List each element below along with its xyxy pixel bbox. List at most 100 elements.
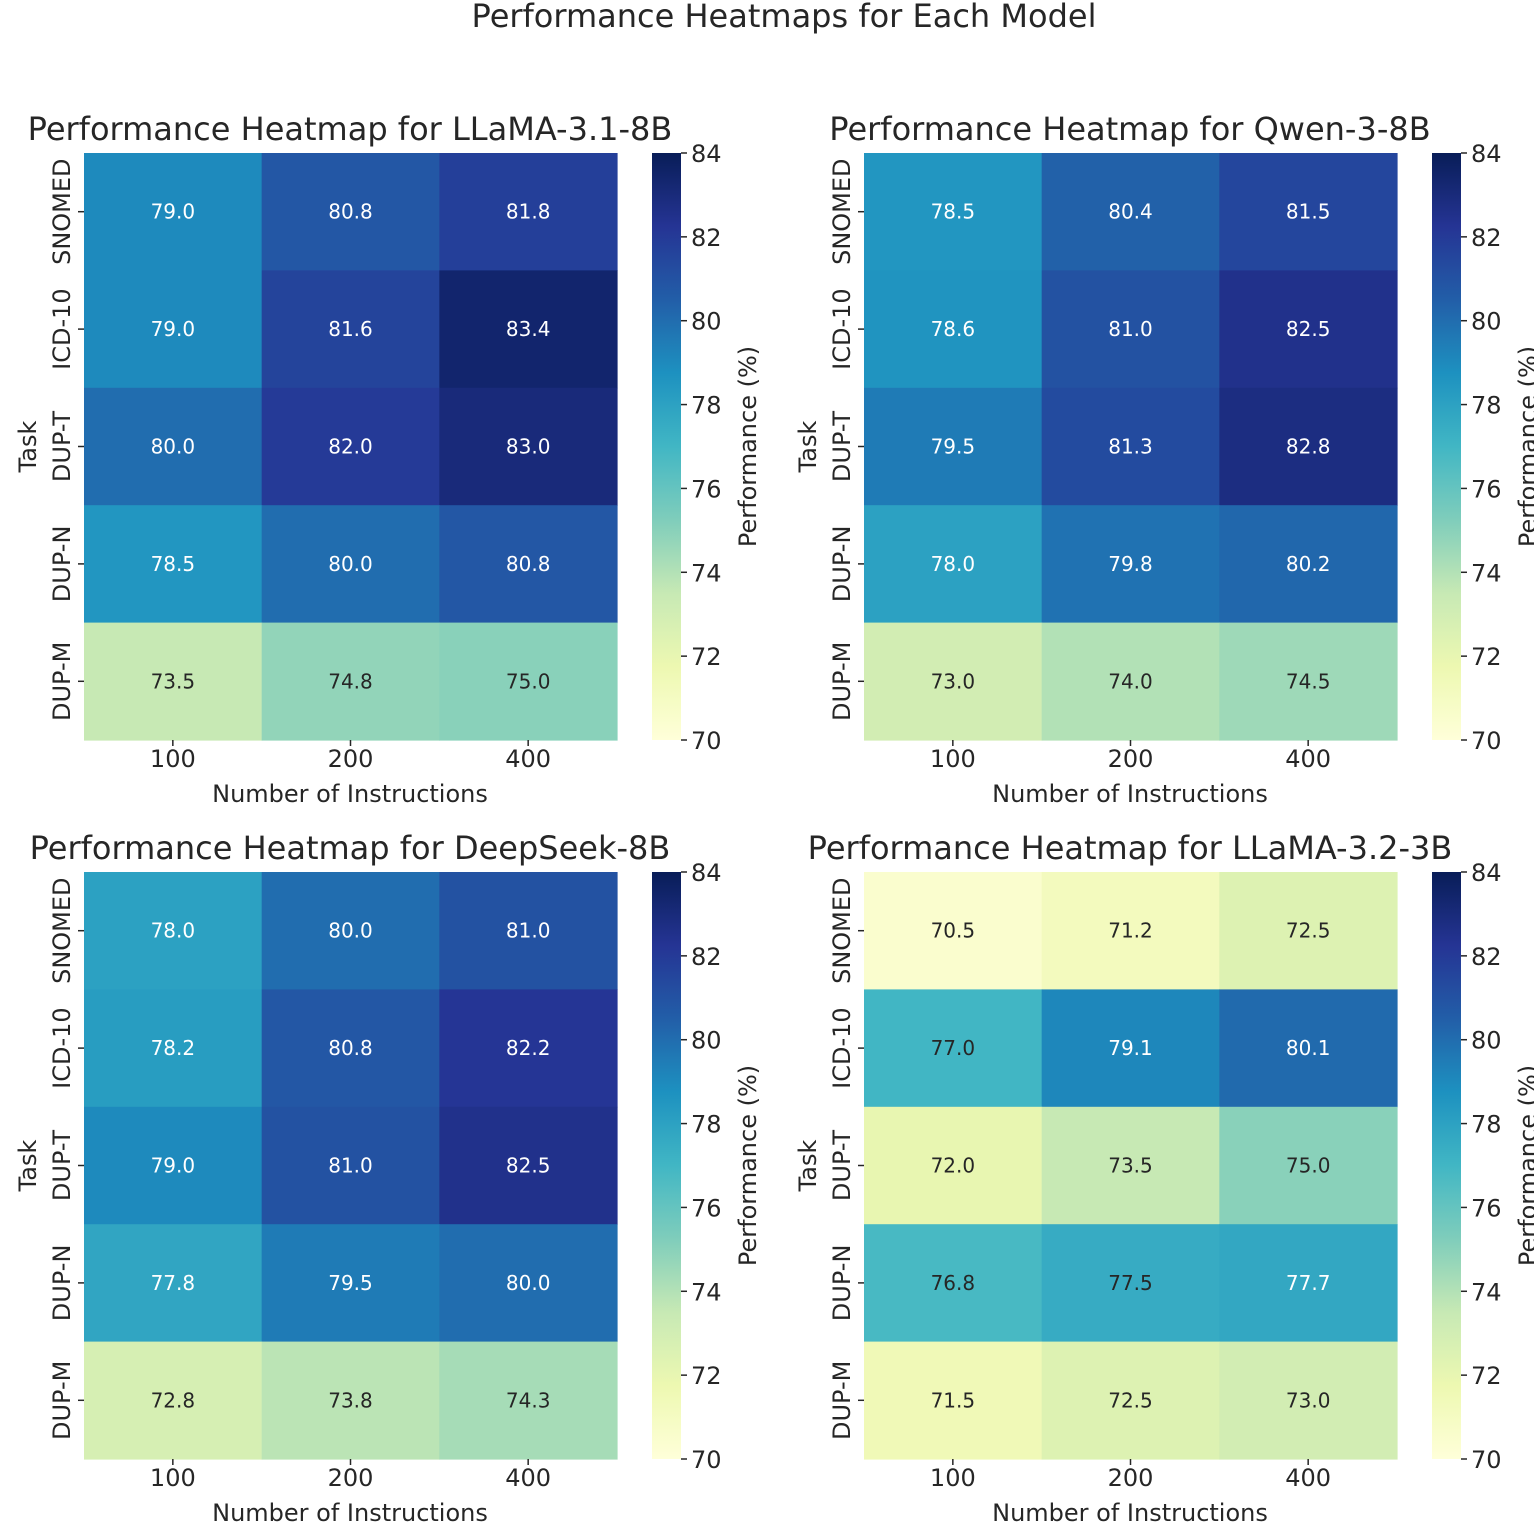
x-tick-label: 200 bbox=[328, 1464, 374, 1492]
cell-value-label: 80.0 bbox=[328, 919, 373, 943]
y-tick-label: ICD-10 bbox=[48, 1007, 76, 1089]
cell-value-label: 80.8 bbox=[328, 1036, 373, 1060]
cell-value-label: 71.2 bbox=[1108, 919, 1153, 943]
colorbar-tick-label: 82 bbox=[1471, 224, 1502, 252]
heatmap-cell bbox=[261, 989, 440, 1108]
heatmap-cell bbox=[1219, 270, 1398, 389]
heatmap-cell bbox=[1041, 872, 1220, 990]
cell-value-label: 78.5 bbox=[151, 552, 196, 576]
heatmap-cell bbox=[1041, 387, 1220, 506]
cell-value-label: 81.0 bbox=[506, 919, 551, 943]
heatmap-cell bbox=[261, 872, 440, 990]
heatmap-cell bbox=[439, 1224, 618, 1343]
colorbar-label: Performance (%) bbox=[734, 346, 762, 547]
y-tick-label: ICD-10 bbox=[828, 288, 856, 370]
heatmap-cell bbox=[261, 1224, 440, 1343]
heatmap-cell bbox=[1041, 622, 1220, 741]
heatmap-cell bbox=[864, 1224, 1043, 1343]
heatmap-cell bbox=[84, 270, 263, 389]
cell-value-label: 78.2 bbox=[151, 1036, 196, 1060]
cell-value-label: 73.5 bbox=[151, 669, 196, 693]
x-tick-label: 200 bbox=[328, 745, 374, 773]
cell-value-label: 80.2 bbox=[1286, 552, 1331, 576]
x-tick-label: 100 bbox=[150, 1464, 196, 1492]
heatmap-cell bbox=[864, 270, 1043, 389]
y-axis-label: Task bbox=[14, 421, 42, 474]
cell-value-label: 74.5 bbox=[1286, 669, 1331, 693]
heatmap-cell bbox=[261, 153, 440, 271]
y-tick-label: ICD-10 bbox=[48, 288, 76, 370]
heatmap-cell bbox=[84, 387, 263, 506]
cell-value-label: 79.8 bbox=[1108, 552, 1153, 576]
cell-value-label: 79.5 bbox=[931, 435, 976, 459]
heatmap-cell bbox=[1219, 622, 1398, 741]
colorbar-tick-label: 70 bbox=[691, 727, 722, 755]
colorbar-tick-label: 74 bbox=[691, 1278, 722, 1306]
y-tick-label: DUP-T bbox=[48, 1130, 76, 1201]
heatmap-cell bbox=[439, 989, 618, 1108]
y-tick-label: SNOMED bbox=[48, 158, 76, 264]
heatmap-cell bbox=[1219, 989, 1398, 1108]
cell-value-label: 80.8 bbox=[506, 552, 551, 576]
colorbar-tick-label: 72 bbox=[691, 1362, 722, 1390]
cell-value-label: 76.8 bbox=[931, 1271, 976, 1295]
cell-value-label: 74.3 bbox=[506, 1388, 551, 1412]
cell-value-label: 82.8 bbox=[1286, 435, 1331, 459]
cell-value-label: 81.0 bbox=[1108, 317, 1153, 341]
y-tick-label: DUP-M bbox=[828, 642, 856, 721]
heatmap-cell bbox=[439, 1106, 618, 1225]
heatmap-cell bbox=[1041, 1106, 1220, 1225]
y-tick-label: DUP-M bbox=[48, 642, 76, 721]
cell-value-label: 78.0 bbox=[151, 919, 196, 943]
cell-value-label: 73.8 bbox=[328, 1388, 373, 1412]
y-tick-label: SNOMED bbox=[828, 158, 856, 264]
y-tick-label: DUP-N bbox=[828, 1245, 856, 1322]
heatmap-cell bbox=[864, 505, 1043, 624]
heatmap-cell bbox=[1219, 505, 1398, 624]
heatmap-cell bbox=[1041, 1224, 1220, 1343]
y-tick-label: SNOMED bbox=[48, 877, 76, 983]
heatmap-cell bbox=[1219, 1224, 1398, 1343]
colorbar-label: Performance (%) bbox=[1514, 346, 1534, 547]
heatmap-cell bbox=[1041, 505, 1220, 624]
x-axis-label: Number of Instructions bbox=[992, 1499, 1268, 1522]
colorbar-tick-label: 72 bbox=[691, 643, 722, 671]
cell-value-label: 81.5 bbox=[1286, 200, 1331, 224]
cell-value-label: 80.8 bbox=[328, 200, 373, 224]
heatmap-panel-4: Performance Heatmap for LLaMA-3.2-3B 70.5… bbox=[794, 829, 1534, 1522]
colorbar-tick-label: 84 bbox=[1471, 859, 1502, 887]
heatmap-cell bbox=[261, 270, 440, 389]
heatmap-cell bbox=[84, 1341, 263, 1460]
cell-value-label: 77.0 bbox=[931, 1036, 976, 1060]
y-tick-label: DUP-N bbox=[828, 526, 856, 603]
colorbar-tick-label: 78 bbox=[1471, 1111, 1502, 1139]
colorbar-tick-label: 74 bbox=[1471, 559, 1502, 587]
heatmap-cell bbox=[1041, 989, 1220, 1108]
heatmap-cell bbox=[84, 989, 263, 1108]
cell-value-label: 82.5 bbox=[506, 1154, 551, 1178]
heatmap-cell bbox=[261, 1106, 440, 1225]
heatmap-cell bbox=[261, 505, 440, 624]
colorbar-tick-label: 84 bbox=[1471, 140, 1502, 168]
colorbar-tick-label: 78 bbox=[1471, 392, 1502, 420]
heatmap-cell bbox=[261, 622, 440, 741]
panel-title: Performance Heatmap for LLaMA-3.2-3B bbox=[808, 829, 1453, 867]
colorbar-tick-label: 80 bbox=[691, 308, 722, 336]
cell-value-label: 81.3 bbox=[1108, 435, 1153, 459]
heatmap-cell bbox=[84, 1224, 263, 1343]
x-tick-label: 400 bbox=[505, 1464, 551, 1492]
cell-value-label: 80.0 bbox=[151, 435, 196, 459]
cell-value-label: 73.0 bbox=[1286, 1388, 1331, 1412]
colorbar-tick-label: 80 bbox=[1471, 1027, 1502, 1055]
y-tick-label: SNOMED bbox=[828, 877, 856, 983]
heatmap-cell bbox=[864, 1106, 1043, 1225]
colorbar bbox=[1432, 153, 1461, 740]
cell-value-label: 75.0 bbox=[506, 669, 551, 693]
heatmap-cell bbox=[1041, 153, 1220, 271]
x-tick-label: 100 bbox=[150, 745, 196, 773]
figure-title: Performance Heatmaps for Each Model bbox=[472, 0, 1097, 35]
heatmap-cell bbox=[84, 872, 263, 990]
heatmap-cell bbox=[1219, 872, 1398, 990]
colorbar-tick-label: 74 bbox=[691, 559, 722, 587]
